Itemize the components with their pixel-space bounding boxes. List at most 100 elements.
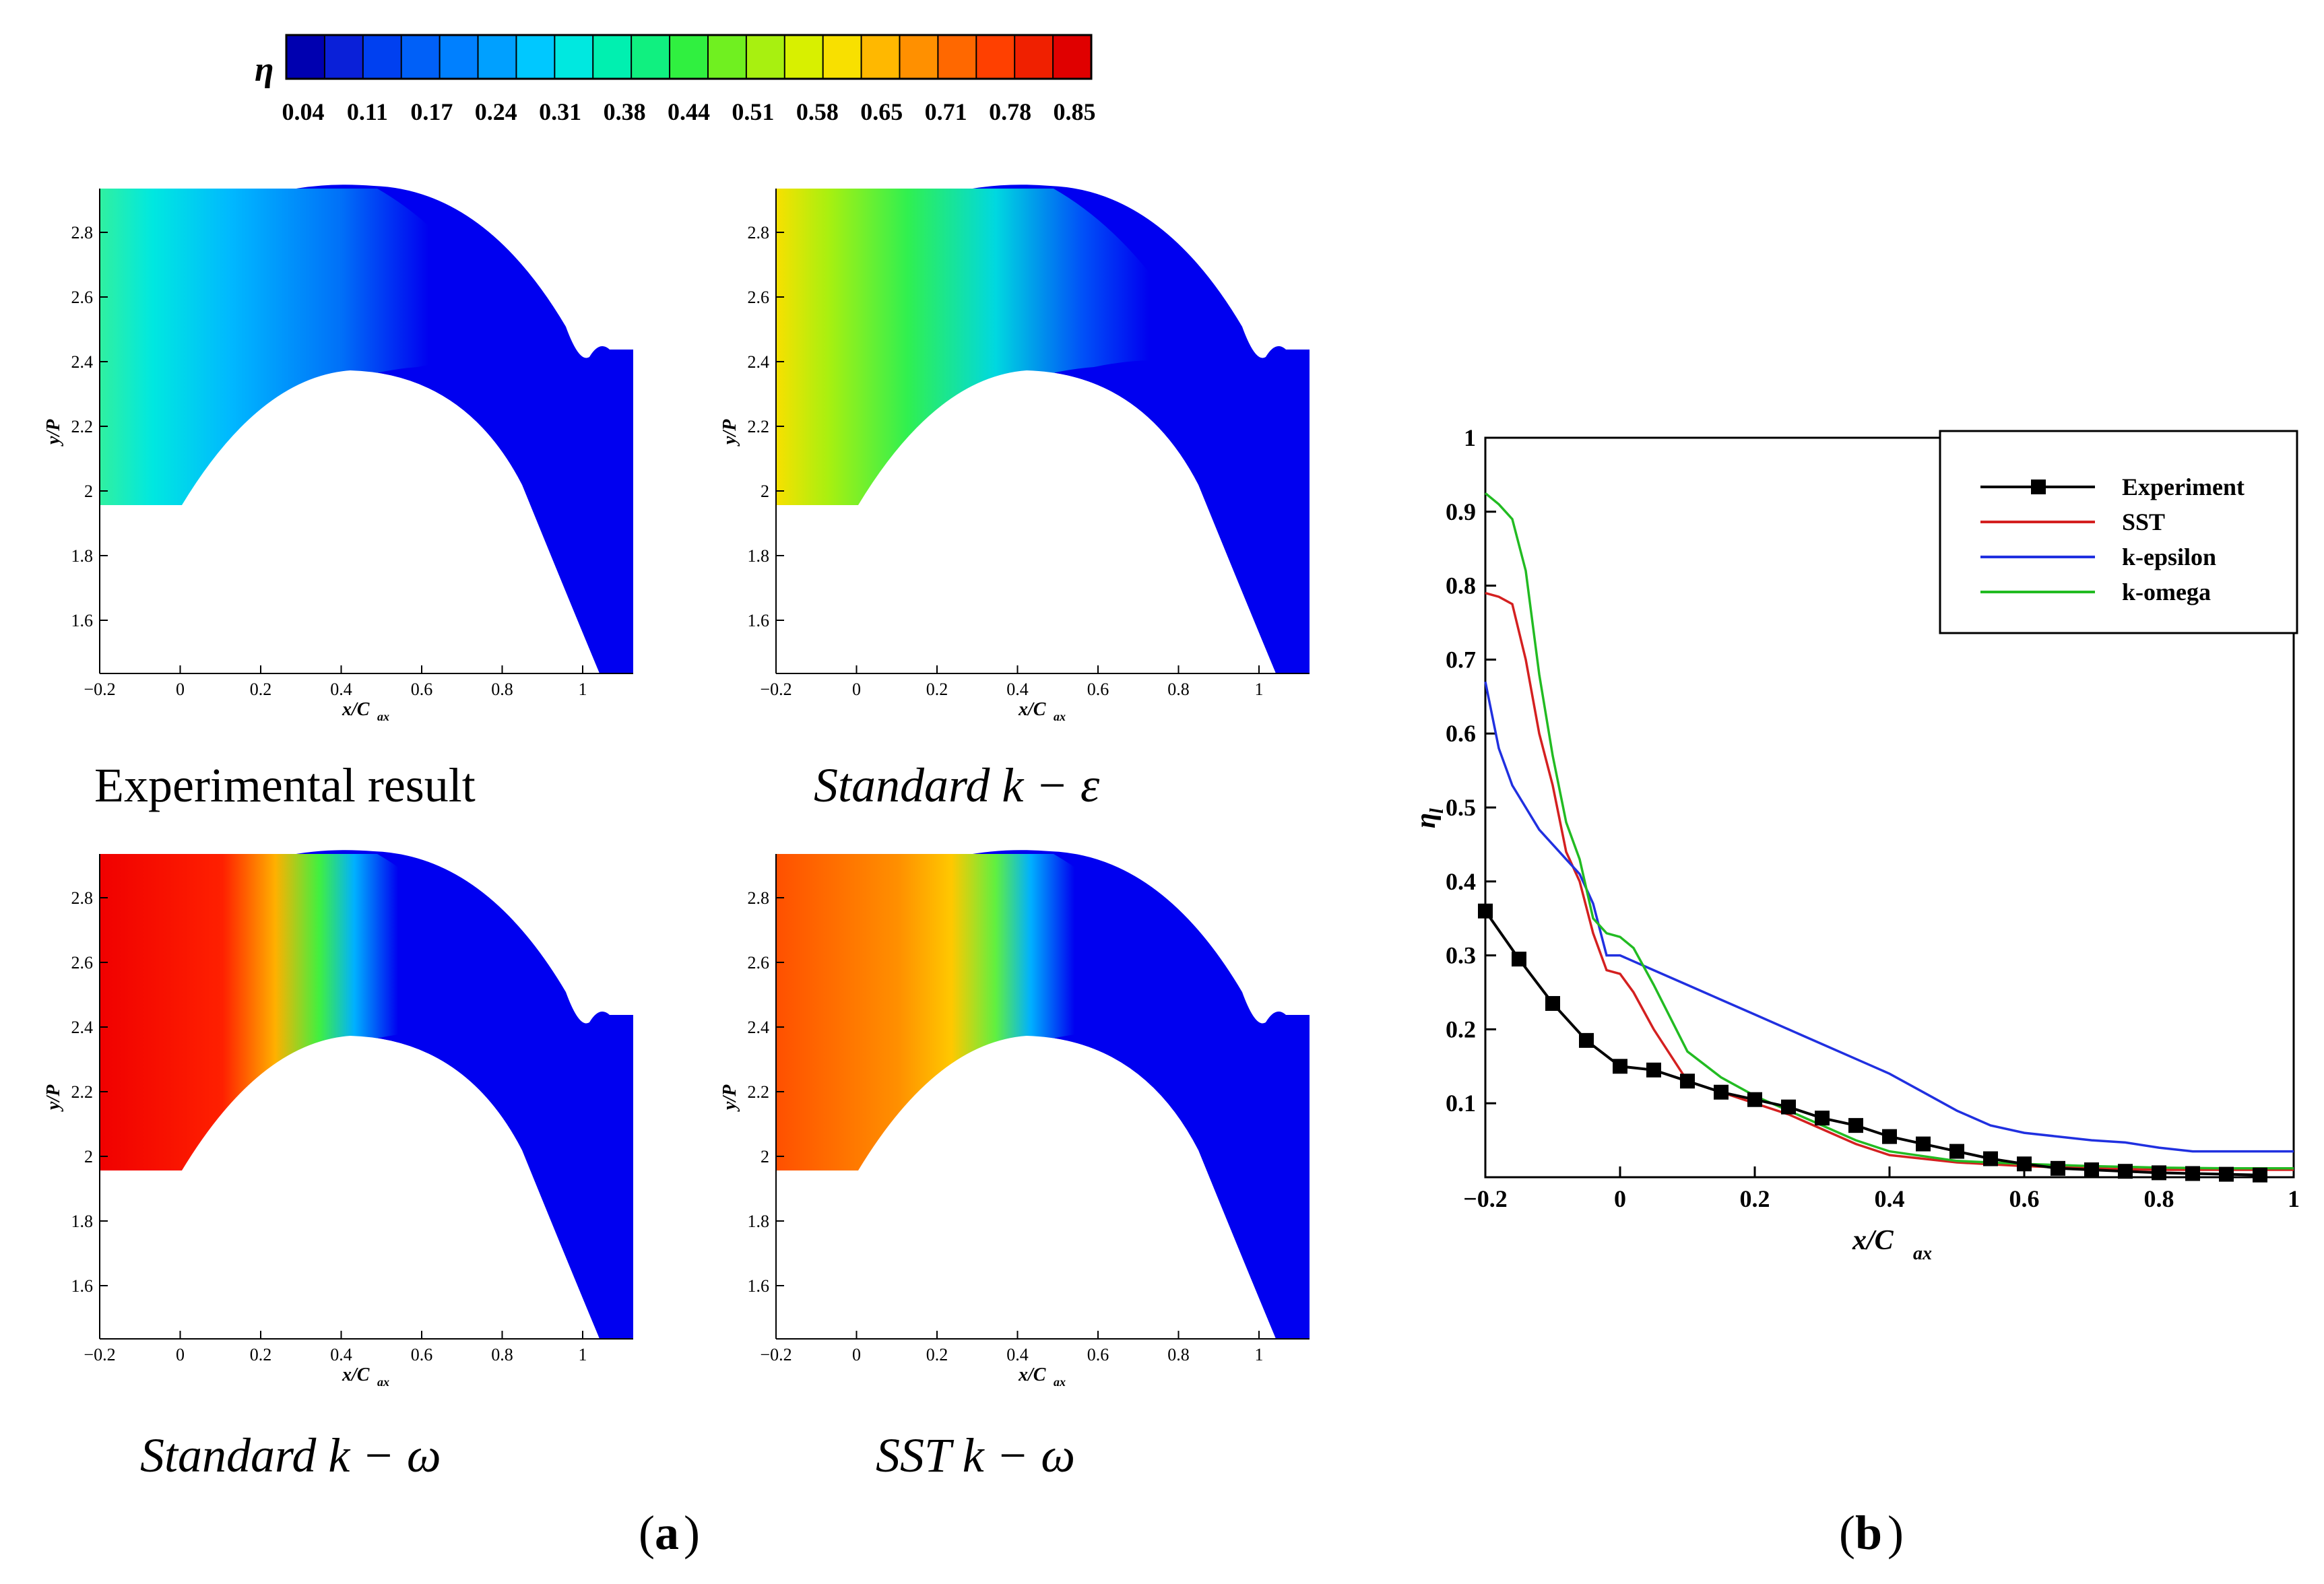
panel-y-tick-label: 2 bbox=[84, 482, 93, 501]
svg-text:b: b bbox=[1855, 1506, 1882, 1560]
panel-x-label-sub: ax bbox=[377, 710, 389, 723]
contour-panel-k-epsilon: −0.2 0 0.2 0.4 0.6 0.8 1 2.8 2.6 2.4 2.2 2 1.8 1.6 x/C… bbox=[719, 185, 1310, 723]
panel-x-tick-label: 0 bbox=[852, 1345, 861, 1364]
colorbar-cell bbox=[669, 34, 709, 79]
contour-panel-sst: −0.2 0 0.2 0.4 0.6 0.8 1 2.8 2.6 2.4 2.2 2 1.8 1.6 x/C… bbox=[719, 850, 1310, 1389]
colorbar-tick-label: 0.31 bbox=[539, 98, 581, 125]
data-point bbox=[1714, 1084, 1729, 1100]
colorbar-cell bbox=[554, 34, 594, 79]
colorbar-cell bbox=[631, 34, 671, 79]
colorbar-cell bbox=[515, 34, 556, 79]
panel-x-tick-label: 0.2 bbox=[926, 1345, 948, 1364]
panel-y-tick-label: 2.8 bbox=[71, 223, 94, 242]
svg-text:): ) bbox=[684, 1506, 700, 1560]
colorbar-tick-label: 0.44 bbox=[668, 98, 710, 125]
data-point bbox=[1680, 1074, 1695, 1089]
data-point bbox=[1983, 1151, 1998, 1166]
panel-y-tick-label: 2 bbox=[84, 1147, 93, 1166]
legend-entry-sst: SST bbox=[2122, 508, 2165, 535]
colorbar-tick-label: 0.51 bbox=[732, 98, 774, 125]
panel-x-tick-label: 0.2 bbox=[250, 1345, 272, 1364]
colorbar-tick-label: 0.38 bbox=[604, 98, 646, 125]
chart-ylabel: η l bbox=[1411, 808, 1448, 828]
blade-profile bbox=[858, 370, 1276, 673]
data-point bbox=[1781, 1099, 1796, 1115]
chart-y-tick-label: 0.5 bbox=[1446, 794, 1476, 821]
colorbar-tick-label: 0.11 bbox=[347, 98, 388, 125]
colorbar-cell bbox=[745, 34, 786, 79]
panel-y-tick-label: 1.6 bbox=[71, 611, 94, 630]
legend-entry-experiment: Experiment bbox=[2122, 473, 2245, 500]
colorbar-cell bbox=[323, 34, 364, 79]
svg-text:ax: ax bbox=[1913, 1243, 1932, 1264]
panel-y-tick-label: 2.2 bbox=[748, 417, 770, 436]
panel-x-tick-label: 0.8 bbox=[1167, 680, 1190, 699]
colorbar-cell bbox=[286, 34, 326, 79]
caption-sst: SST k − ω bbox=[876, 1428, 1075, 1482]
contour-panel-experiment: −0.2 0 0.2 0.4 0.6 0.8 1 2.8 2.6 2.4 2.2 2 1.8 1.6 x/C… bbox=[43, 185, 633, 723]
chart-y-tick-label: 0.1 bbox=[1446, 1090, 1476, 1117]
effectiveness-contour bbox=[776, 854, 1215, 1170]
data-point bbox=[2118, 1164, 2133, 1179]
data-point bbox=[1579, 1032, 1594, 1048]
data-point bbox=[2084, 1162, 2099, 1178]
data-point bbox=[2185, 1166, 2200, 1181]
colorbar-symbol: η bbox=[255, 51, 274, 89]
panel-y-tick-label: 1.6 bbox=[748, 1276, 770, 1296]
colorbar-cell bbox=[1052, 34, 1093, 79]
chart-x-tick-label: 0 bbox=[1614, 1185, 1626, 1212]
svg-text:x/C: x/C bbox=[1852, 1225, 1894, 1256]
data-point bbox=[2219, 1166, 2234, 1182]
panel-x-tick-label: 0.6 bbox=[411, 1345, 433, 1364]
chart-y-tick-label: 0.7 bbox=[1446, 646, 1476, 673]
panel-x-label: x/C bbox=[1018, 699, 1046, 720]
caption-k-omega: Standard k − ω bbox=[140, 1428, 441, 1482]
panel-y-tick-label: 2 bbox=[761, 482, 769, 501]
panel-x-tick-label: 1 bbox=[579, 1345, 587, 1364]
colorbar: η 0.04 0.11 0.17 0.24 0.31 0.38 0.44 0.51 0.58 0.… bbox=[255, 34, 1096, 125]
panel-x-tick-label: 0.6 bbox=[1087, 1345, 1109, 1364]
panel-x-tick-label: 0.8 bbox=[491, 1345, 513, 1364]
data-point bbox=[2017, 1156, 2032, 1172]
panel-label-a: ( a ) bbox=[639, 1506, 700, 1560]
legend-entry-k-omega: k-omega bbox=[2122, 579, 2211, 605]
colorbar-tick-label: 0.71 bbox=[925, 98, 967, 125]
panel-y-tick-label: 1.8 bbox=[748, 1212, 770, 1231]
chart-y-tick-label: 0.3 bbox=[1446, 942, 1476, 969]
svg-text:(: ( bbox=[1839, 1506, 1855, 1560]
panel-y-tick-label: 1.6 bbox=[748, 611, 770, 630]
svg-text:a: a bbox=[655, 1506, 679, 1560]
data-point bbox=[1613, 1059, 1627, 1074]
data-point bbox=[1545, 995, 1560, 1011]
data-point bbox=[1916, 1136, 1931, 1152]
colorbar-tick-label: 0.24 bbox=[475, 98, 517, 125]
series-line-k-epsilon bbox=[1484, 681, 2294, 1153]
effectiveness-contour bbox=[776, 189, 1215, 505]
caption-k-epsilon: Standard k − ε bbox=[814, 758, 1100, 812]
data-point bbox=[1949, 1144, 1964, 1159]
panel-y-label: y/P bbox=[719, 1084, 740, 1112]
panel-x-tick-label: 0 bbox=[176, 680, 185, 699]
panel-y-tick-label: 2.4 bbox=[748, 352, 770, 372]
svg-text:): ) bbox=[1887, 1506, 1904, 1560]
panel-x-label: x/C bbox=[342, 1364, 370, 1385]
chart-y-tick-label: 0.4 bbox=[1446, 868, 1476, 895]
colorbar-tick-label: 0.65 bbox=[860, 98, 903, 125]
panel-y-tick-label: 2.6 bbox=[71, 288, 94, 307]
data-point bbox=[1882, 1129, 1897, 1144]
chart-y-tick-label: 0.8 bbox=[1446, 572, 1476, 599]
panel-y-tick-label: 2.2 bbox=[71, 1082, 94, 1102]
data-point bbox=[2253, 1167, 2267, 1183]
series-line-experiment bbox=[1484, 910, 2261, 1177]
series-line-sst bbox=[1485, 591, 2294, 1171]
colorbar-tick-label: 0.78 bbox=[989, 98, 1031, 125]
colorbar-cell bbox=[439, 34, 480, 79]
panel-x-tick-label: 0.2 bbox=[926, 680, 948, 699]
data-point bbox=[1815, 1111, 1830, 1126]
colorbar-tick-label: 0.17 bbox=[410, 98, 453, 125]
colorbar-tick-label: 0.85 bbox=[1054, 98, 1096, 125]
panel-x-tick-label: 0 bbox=[852, 680, 861, 699]
panel-x-tick-label: 0.4 bbox=[1006, 680, 1029, 699]
effectiveness-contour bbox=[100, 854, 539, 1170]
